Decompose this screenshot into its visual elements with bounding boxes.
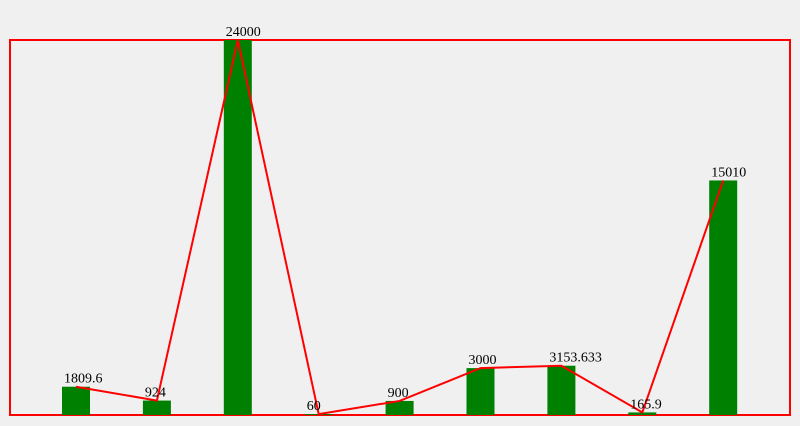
value-label: 24000 (226, 25, 261, 40)
value-label: 1809.6 (64, 372, 103, 387)
bar (466, 368, 495, 415)
value-label: 15010 (711, 165, 746, 180)
bar (709, 180, 738, 415)
value-label: 3153.633 (549, 351, 602, 366)
value-label: 900 (388, 386, 409, 401)
value-label: 3000 (469, 353, 497, 368)
value-label: 924 (145, 386, 166, 401)
bar (628, 412, 657, 415)
value-label: 60 (307, 399, 321, 414)
plot-frame (9, 39, 791, 416)
bar (62, 386, 90, 415)
bar (142, 400, 171, 415)
bar (223, 40, 252, 415)
value-label: 165.9 (630, 397, 662, 412)
trend-line (75, 39, 725, 416)
bar (385, 400, 414, 415)
bar (547, 365, 576, 415)
